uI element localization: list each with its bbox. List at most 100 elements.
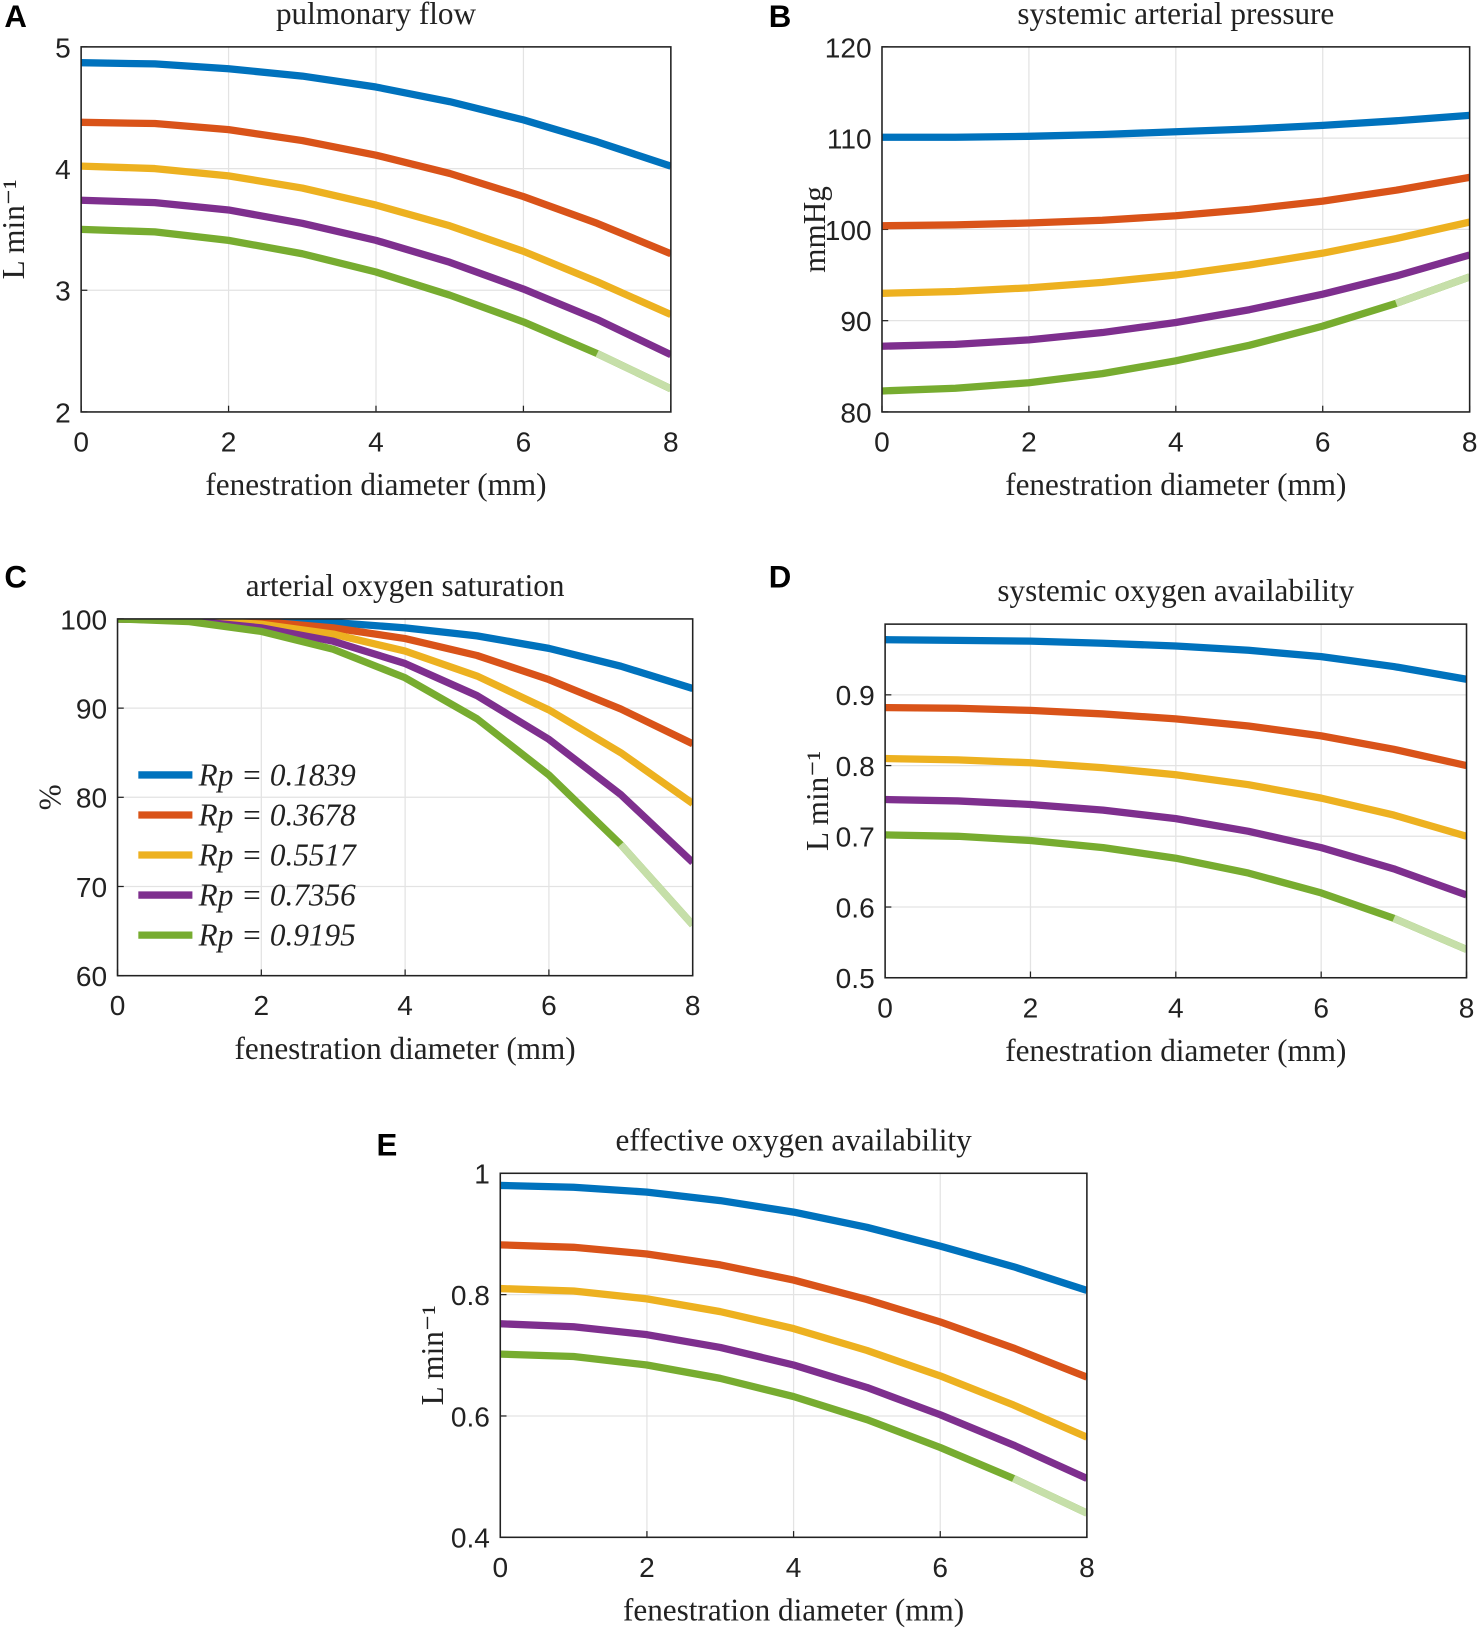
series-line: [81, 59, 671, 170]
y-tick-label: 0.5: [836, 963, 875, 994]
faded-segment: [1394, 273, 1470, 307]
series-line: [500, 1320, 1087, 1482]
legend-label: Rp = 0.1839: [198, 757, 356, 792]
y-axis-label: mmHg: [797, 186, 832, 273]
y-tick-label: 4: [55, 154, 71, 185]
x-axis-label: fenestration diameter (mm): [623, 1593, 964, 1628]
series-line: [885, 703, 1467, 770]
y-tick-label: 1: [474, 1159, 490, 1190]
series-line: [881, 273, 1470, 395]
x-tick-label: 2: [254, 990, 270, 1021]
y-tick-label: 120: [825, 32, 872, 63]
x-tick-label: 2: [221, 426, 237, 457]
plot-frame: [116, 618, 694, 977]
series-line: [117, 618, 693, 928]
series-line: [500, 1284, 1087, 1441]
chart-title: arterial oxygen saturation: [246, 568, 565, 603]
x-axis-label: fenestration diameter (mm): [205, 467, 546, 502]
y-tick-label: 0.8: [836, 751, 875, 782]
x-tick-label: 4: [786, 1552, 802, 1583]
y-tick-label: 0.6: [836, 892, 875, 923]
faded-segment: [595, 350, 671, 393]
chart-title: pulmonary flow: [276, 0, 477, 31]
y-tick-label: 100: [825, 215, 872, 246]
x-tick-label: 0: [874, 426, 890, 457]
panel-letter: A: [4, 0, 27, 34]
y-tick-label: 100: [60, 604, 107, 635]
plot-frame: [80, 46, 672, 413]
x-tick-label: 8: [1459, 992, 1475, 1023]
legend-label: Rp = 0.5517: [198, 837, 357, 872]
series-line: [881, 173, 1470, 230]
x-tick-label: 0: [492, 1552, 508, 1583]
y-tick-label: 5: [55, 32, 71, 63]
series-line: [881, 111, 1470, 141]
y-tick-label: 90: [76, 694, 107, 725]
x-tick-label: 8: [1462, 426, 1478, 457]
x-tick-label: 6: [1313, 992, 1329, 1023]
y-tick-label: 80: [840, 397, 871, 428]
y-tick-label: 60: [76, 961, 107, 992]
x-tick-label: 6: [932, 1552, 948, 1583]
x-axis-label: fenestration diameter (mm): [1005, 467, 1346, 502]
x-tick-label: 8: [1079, 1552, 1095, 1583]
x-tick-label: 6: [541, 990, 557, 1021]
plot-frame: [499, 1172, 1088, 1539]
x-tick-label: 8: [685, 990, 701, 1021]
y-tick-label: 0.9: [836, 680, 875, 711]
x-tick-label: 4: [397, 990, 413, 1021]
chart-title: systemic oxygen availability: [997, 573, 1354, 608]
x-tick-label: 4: [368, 426, 384, 457]
x-tick-label: 2: [639, 1552, 655, 1583]
series-line: [500, 1241, 1087, 1381]
plot-frame: [881, 46, 1471, 413]
y-tick-label: 0.7: [836, 822, 875, 853]
x-axis-label: fenestration diameter (mm): [1005, 1033, 1346, 1068]
series-line: [881, 251, 1470, 350]
y-tick-label: 90: [840, 306, 871, 337]
series-line: [885, 636, 1467, 683]
y-tick-label: 0.8: [451, 1280, 490, 1311]
x-tick-label: 2: [1021, 426, 1037, 457]
x-tick-label: 0: [110, 990, 126, 1021]
y-axis-label: L min⁻¹: [415, 1305, 450, 1405]
legend-label: Rp = 0.9195: [198, 918, 356, 953]
y-axis-label: L min⁻¹: [800, 751, 835, 851]
faded-segment: [1392, 914, 1467, 953]
faded-segment: [1012, 1475, 1087, 1517]
series-line: [881, 218, 1470, 297]
y-tick-label: 0.4: [451, 1523, 490, 1554]
series-line: [81, 118, 671, 258]
x-tick-label: 8: [663, 426, 679, 457]
series-line: [500, 1181, 1087, 1294]
x-tick-label: 4: [1168, 426, 1184, 457]
panel-letter: B: [769, 0, 792, 34]
y-tick-label: 80: [76, 783, 107, 814]
x-tick-label: 0: [877, 992, 893, 1023]
legend-label: Rp = 0.3678: [198, 797, 356, 832]
y-axis-label: L min⁻¹: [0, 179, 31, 279]
panel-letter: E: [377, 1128, 398, 1163]
y-tick-label: 3: [55, 276, 71, 307]
chart-title: effective oxygen availability: [615, 1122, 972, 1157]
series-line: [81, 225, 671, 393]
x-tick-label: 2: [1023, 992, 1039, 1023]
y-tick-label: 2: [55, 397, 71, 428]
legend-label: Rp = 0.7356: [198, 877, 356, 912]
x-tick-label: 4: [1168, 992, 1184, 1023]
panel-letter: D: [769, 560, 792, 595]
series-line: [885, 795, 1467, 899]
y-tick-label: 70: [76, 872, 107, 903]
y-tick-label: 0.6: [451, 1401, 490, 1432]
panel-letter: C: [4, 560, 27, 595]
y-tick-label: 110: [827, 124, 872, 155]
y-axis-label: %: [32, 784, 67, 810]
x-tick-label: 6: [516, 426, 532, 457]
plot-frame: [884, 623, 1468, 979]
